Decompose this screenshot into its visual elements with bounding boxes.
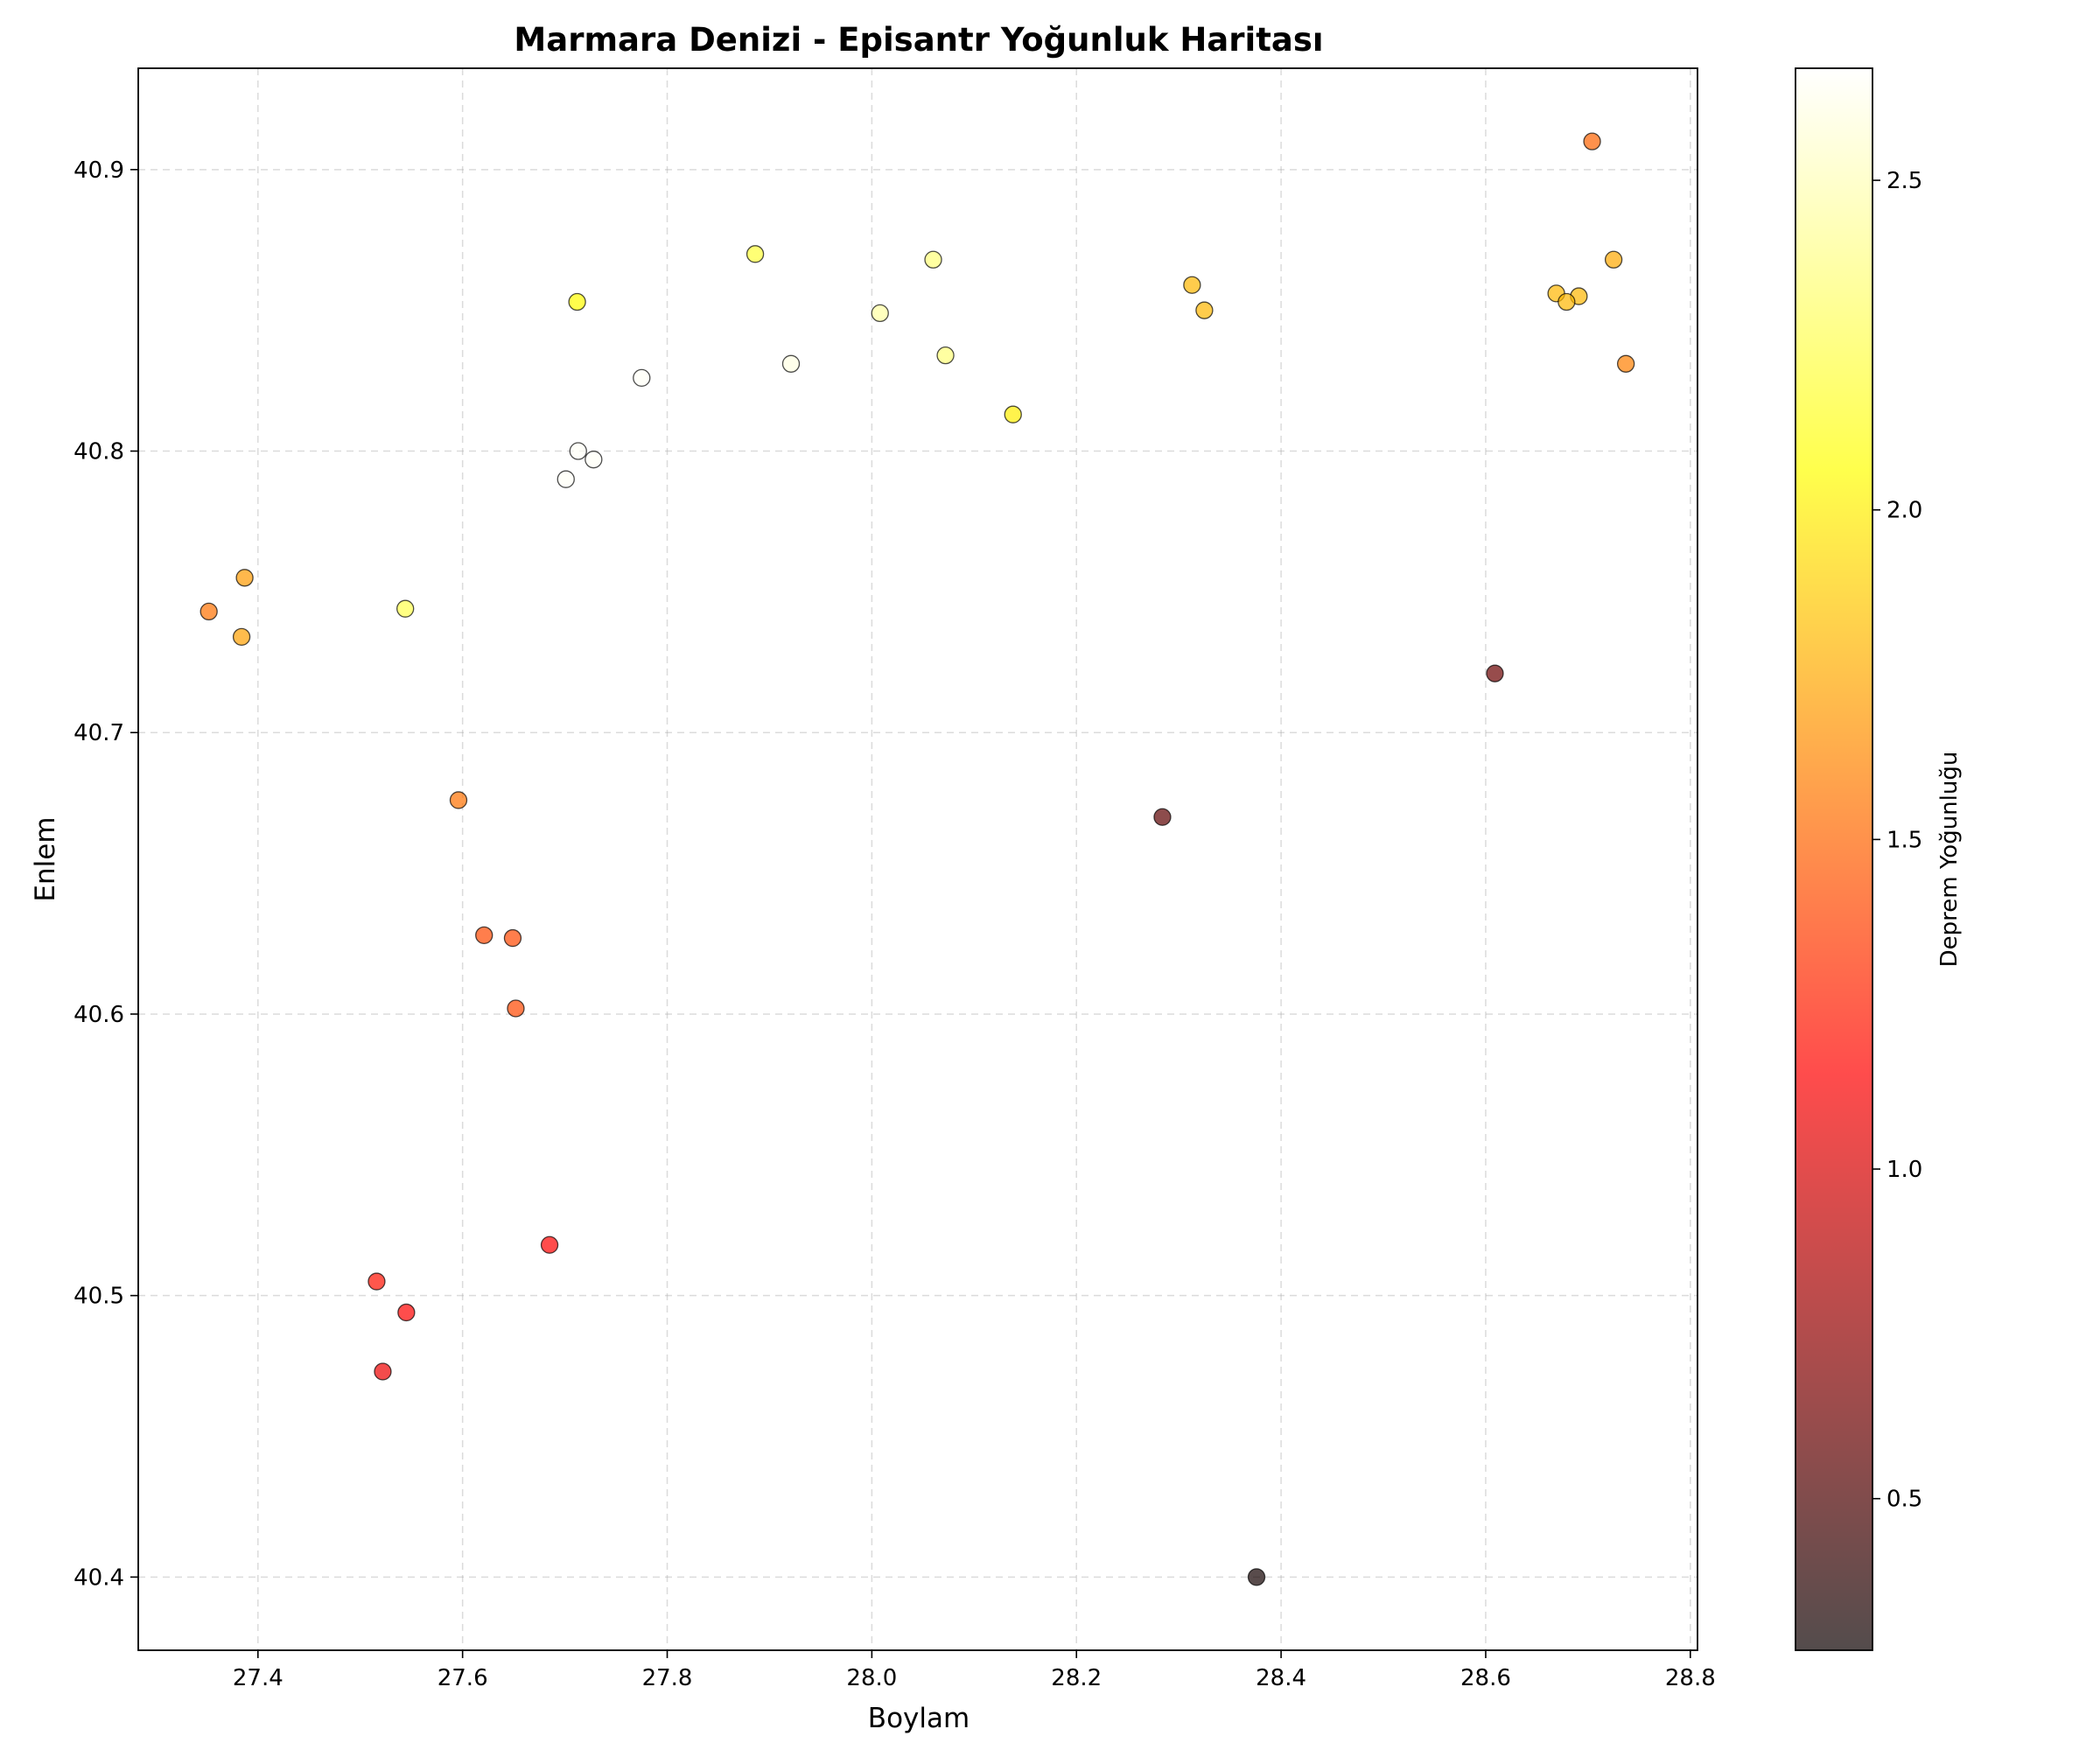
scatter-point — [235, 569, 254, 587]
y-tick-label: 40.6 — [74, 1002, 124, 1028]
scatter-point — [1604, 250, 1623, 269]
scatter-point — [1195, 301, 1214, 319]
colorbar-frame — [1795, 67, 1873, 1651]
scatter-point — [781, 354, 801, 373]
x-tick-label: 28.4 — [1256, 1665, 1306, 1691]
grid — [138, 68, 1698, 1650]
scatter-point — [397, 1303, 416, 1322]
plot-frame — [137, 67, 1698, 1651]
scatter-point — [507, 999, 525, 1018]
scatter-point — [475, 926, 494, 945]
scatter-point — [936, 346, 955, 365]
colorbar-tick-label: 1.5 — [1886, 827, 1922, 853]
scatter-point — [232, 627, 251, 647]
scatter-point — [1486, 664, 1504, 682]
scatter-point — [1153, 808, 1172, 826]
scatter-point — [1247, 1568, 1266, 1586]
x-axis-ticks: 27.4 27.6 27.8 28.0 28.2 28.4 28.6 28.8 — [233, 1650, 1716, 1691]
scatter-point — [368, 1272, 386, 1291]
y-axis-label: Enlem — [30, 816, 61, 901]
x-tick-label: 28.6 — [1460, 1665, 1511, 1691]
scatter-point — [396, 599, 415, 618]
scatter-point — [556, 470, 575, 488]
scatter-point — [1183, 276, 1201, 294]
colorbar-gradient — [1796, 68, 1872, 1650]
scatter-point — [633, 368, 651, 388]
colorbar-tick-label: 2.0 — [1886, 498, 1922, 524]
colorbar-label: Deprem Yoğunluğu — [1936, 752, 1963, 968]
scatter-point — [568, 292, 586, 312]
scatter-point — [584, 451, 603, 469]
colorbar-tick-label: 0.5 — [1886, 1487, 1922, 1513]
x-tick-label: 27.6 — [438, 1665, 488, 1691]
chart-title: Marmara Denizi - Episantr Yoğunluk Harit… — [514, 21, 1323, 59]
scatter-point — [1558, 292, 1576, 312]
scatter-point — [1004, 405, 1022, 424]
colorbar-ticks: 0.5 1.0 1.5 2.0 2.5 — [1872, 168, 1922, 1513]
scatter-point — [200, 602, 218, 621]
colorbar-tick-label: 1.0 — [1886, 1157, 1922, 1183]
y-tick-label: 40.7 — [74, 720, 124, 746]
scatter-point — [503, 928, 522, 948]
y-tick-label: 40.8 — [74, 439, 124, 466]
x-tick-label: 27.4 — [233, 1665, 284, 1691]
y-axis-ticks: 40.4 40.5 40.6 40.7 40.8 40.9 — [74, 158, 138, 1591]
colorbar-tick-label: 2.5 — [1886, 168, 1922, 194]
scatter-point — [746, 245, 765, 263]
scatter-point — [449, 791, 468, 809]
x-axis-label: Boylam — [868, 1703, 970, 1734]
x-tick-label: 28.8 — [1665, 1665, 1716, 1691]
scatter-point — [1583, 132, 1601, 150]
y-tick-label: 40.9 — [74, 158, 124, 184]
x-tick-label: 27.8 — [642, 1665, 693, 1691]
scatter-point — [374, 1362, 392, 1381]
scatter-point — [871, 304, 889, 323]
scatter-points — [200, 132, 1635, 1586]
y-tick-label: 40.4 — [74, 1564, 124, 1591]
x-tick-label: 28.0 — [846, 1665, 897, 1691]
y-tick-label: 40.5 — [74, 1284, 124, 1310]
scatter-point — [540, 1236, 559, 1254]
scatter-point — [924, 250, 942, 269]
colorbar: 0.5 1.0 1.5 2.0 2.5 Deprem Yoğunluğu — [1795, 67, 1963, 1651]
x-tick-label: 28.2 — [1051, 1665, 1102, 1691]
scatter-point — [569, 442, 587, 460]
scatter-point — [1616, 354, 1635, 373]
